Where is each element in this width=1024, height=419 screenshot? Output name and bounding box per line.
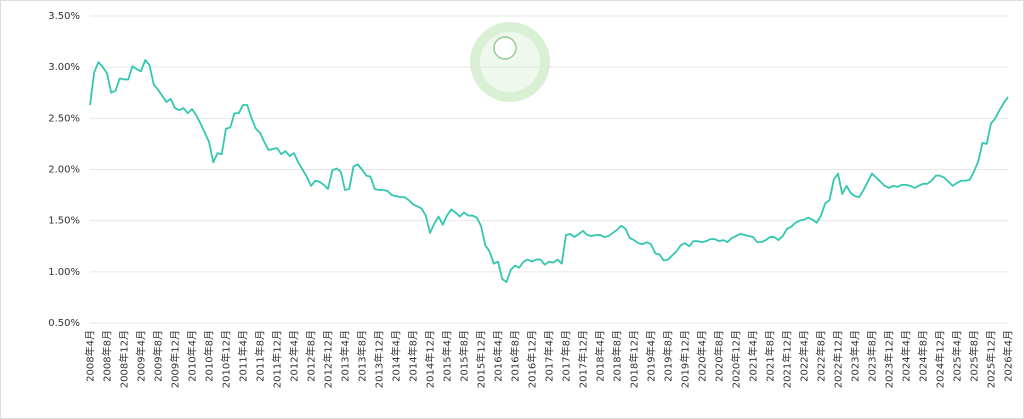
x-tick-label: 2010年8月 — [203, 330, 216, 382]
rate-line — [89, 59, 1009, 283]
x-tick-label: 2020年12月 — [730, 330, 743, 388]
x-tick-label: 2025年12月 — [985, 330, 998, 388]
x-tick-label: 2014年12月 — [424, 330, 437, 388]
x-tick-label: 2021年8月 — [764, 330, 777, 382]
x-tick-label: 2011年4月 — [237, 330, 250, 382]
x-tick-label: 2021年12月 — [781, 330, 794, 388]
x-tick-label: 2011年12月 — [271, 330, 284, 388]
x-tick-label: 2010年4月 — [186, 330, 199, 382]
x-tick-label: 2016年8月 — [509, 330, 522, 382]
x-tick-label: 2018年8月 — [611, 330, 624, 382]
y-tick-label: 2.50% — [48, 113, 80, 124]
x-tick-label: 2018年4月 — [594, 330, 607, 382]
x-tick-label: 2008年4月 — [84, 330, 97, 382]
x-tick-label: 2024年12月 — [934, 330, 947, 388]
y-tick-label: 0.50% — [48, 318, 80, 329]
x-tick-label: 2022年4月 — [798, 330, 811, 382]
logo — [470, 22, 550, 102]
x-tick-label: 2022年8月 — [815, 330, 828, 382]
x-tick-label: 2011年8月 — [254, 330, 267, 382]
x-tick-label: 2009年12月 — [169, 330, 182, 388]
x-tick-label: 2015年4月 — [441, 330, 454, 382]
x-tick-label: 2017年4月 — [543, 330, 556, 382]
x-tick-label: 2025年4月 — [951, 330, 964, 382]
x-tick-label: 2016年4月 — [492, 330, 505, 382]
x-tick-label: 2022年12月 — [832, 330, 845, 388]
x-tick-label: 2017年12月 — [577, 330, 590, 388]
x-tick-label: 2013年4月 — [339, 330, 352, 382]
x-tick-label: 2016年12月 — [526, 330, 539, 388]
x-tick-label: 2012年4月 — [288, 330, 301, 382]
x-tick-label: 2023年8月 — [866, 330, 879, 382]
x-tick-label: 2017年8月 — [560, 330, 573, 382]
y-tick-label: 1.00% — [48, 267, 80, 278]
x-tick-label: 2019年8月 — [662, 330, 675, 382]
x-tick-label: 2009年4月 — [135, 330, 148, 382]
x-tick-label: 2014年8月 — [407, 330, 420, 382]
x-tick-label: 2021年4月 — [747, 330, 760, 382]
x-tick-label: 2019年4月 — [645, 330, 658, 382]
x-tick-label: 2008年8月 — [101, 330, 114, 382]
x-tick-label: 2015年8月 — [458, 330, 471, 382]
x-tick-label: 2015年12月 — [475, 330, 488, 388]
x-tick-label: 2008年12月 — [118, 330, 131, 388]
x-tick-label: 2013年8月 — [356, 330, 369, 382]
x-tick-label: 2010年12月 — [220, 330, 233, 388]
x-tick-label: 2013年12月 — [373, 330, 386, 388]
x-tick-label: 2023年4月 — [849, 330, 862, 382]
x-tick-label: 2020年4月 — [696, 330, 709, 382]
x-tick-label: 2024年4月 — [900, 330, 913, 382]
y-tick-label: 3.50% — [48, 11, 80, 22]
x-tick-label: 2020年8月 — [713, 330, 726, 382]
x-tick-label: 2025年8月 — [968, 330, 981, 382]
x-tick-label: 2019年12月 — [679, 330, 692, 388]
x-tick-label: 2012年12月 — [322, 330, 335, 388]
y-tick-label: 1.50% — [48, 216, 80, 227]
x-tick-label: 2009年8月 — [152, 330, 165, 382]
y-tick-label: 2.00% — [48, 165, 80, 176]
x-tick-label: 2023年12月 — [883, 330, 896, 388]
y-tick-label: 3.00% — [48, 62, 80, 73]
x-tick-label: 2026年4月 — [1002, 330, 1015, 382]
x-tick-label: 2018年12月 — [628, 330, 641, 388]
x-tick-label: 2024年8月 — [917, 330, 930, 382]
x-tick-label: 2012年8月 — [305, 330, 318, 382]
x-tick-label: 2014年4月 — [390, 330, 403, 382]
